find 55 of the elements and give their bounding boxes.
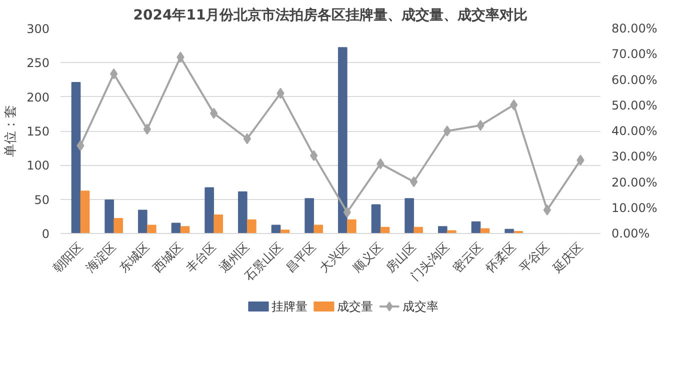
bar [471,221,481,234]
y-tick-label: 200 [26,90,50,104]
y-tick-label: 150 [26,124,50,138]
bar [238,191,248,234]
y-tick-label: 250 [26,56,50,70]
bar [114,218,123,234]
legend-label: 挂牌量 [272,300,308,314]
bar [371,204,381,234]
y2-tick-label: 60.00% [612,72,658,87]
x-tick-label: 丰台区 [183,240,219,275]
x-tick-label: 西城区 [150,240,186,275]
legend-label: 成交量 [337,300,374,314]
bar [314,224,323,234]
x-tick-label: 顺义区 [350,240,386,275]
bar [414,226,423,234]
bar [338,47,348,234]
bar [247,219,256,234]
bar [180,226,190,234]
point [443,126,451,136]
bar [204,187,214,234]
bar [214,214,223,234]
y2-tick-label: 40.00% [612,124,658,138]
bar [271,224,281,234]
y2-tick-label: 20.00% [612,175,658,190]
bar [304,198,314,234]
bar [104,200,114,234]
y-tick-label: 100 [26,158,50,173]
y2-tick-label: 0.00% [612,226,650,240]
y2-tick-label: 10.00% [612,200,658,215]
bar [138,210,148,234]
x-tick-label: 昌平区 [283,240,319,275]
bar [71,82,81,234]
y2-tick-label: 50.00% [612,98,658,112]
x-tick-label: 东城区 [116,240,152,275]
bar [480,228,490,234]
y-tick-label: 0 [42,227,50,241]
x-tick-label: 朝阳区 [50,240,86,275]
bar [80,190,90,234]
y2-tick-label: 30.00% [612,150,658,164]
x-tick-label: 海淀区 [83,240,119,275]
x-tick-label: 大兴区 [316,240,352,275]
y-tick-label: 50 [34,192,50,207]
chart-title: 2024年11月份北京市法拍房各区挂牌量、成交量、成交率对比 [133,6,528,24]
y-axis-title: 单位：套 [4,105,19,157]
bar [171,222,181,234]
bar [404,198,414,234]
y2-tick-label: 70.00% [612,47,658,62]
x-tick-label: 密云区 [450,240,486,275]
y2-tick-label: 80.00% [612,22,658,36]
bar [438,226,448,234]
legend-label: 成交率 [402,300,438,314]
y-tick-label: 300 [26,22,50,36]
x-tick-label: 怀柔区 [482,240,519,276]
bar [347,219,356,234]
bar [147,224,156,234]
